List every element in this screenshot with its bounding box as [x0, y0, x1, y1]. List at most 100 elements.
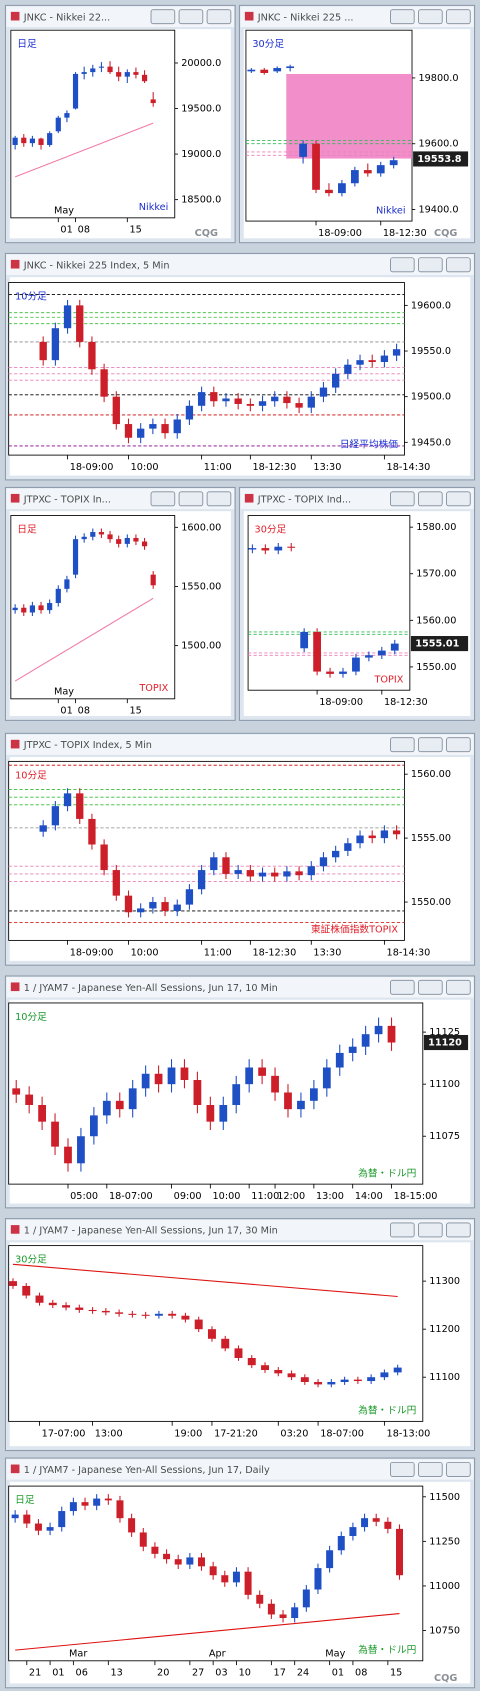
minimize-button[interactable] — [390, 9, 415, 25]
candle-body — [372, 1518, 380, 1522]
window-title: JTPXC - TOPIX In... — [23, 494, 111, 505]
close-button[interactable] — [446, 9, 471, 25]
candle-body — [112, 396, 120, 425]
maximize-button[interactable] — [418, 257, 443, 273]
maximize-button[interactable] — [418, 9, 443, 25]
candle-body — [151, 1546, 159, 1554]
x-tick-label: 18-12:30 — [253, 462, 297, 473]
maximize-button[interactable] — [418, 1461, 443, 1477]
minimize-button[interactable] — [390, 1461, 415, 1477]
candle-body — [319, 857, 328, 867]
candle-body — [11, 1514, 19, 1519]
candle-body — [384, 1521, 392, 1529]
window-icon — [244, 493, 254, 503]
candle-body — [356, 835, 364, 844]
candle-body — [273, 68, 282, 72]
minimize-button[interactable] — [390, 1222, 415, 1238]
close-button[interactable] — [446, 1461, 471, 1477]
close-button[interactable] — [446, 1222, 471, 1238]
candle-body — [393, 1367, 402, 1373]
window-title: JNKC - Nikkei 22... — [23, 12, 110, 23]
candle-body — [55, 588, 61, 604]
logo: CQG — [434, 228, 457, 239]
maximize-button[interactable] — [418, 1222, 443, 1238]
x-tick-label: 27 — [192, 1668, 204, 1679]
candle-body — [207, 1329, 216, 1339]
y-tick-label: 19500.0 — [181, 104, 221, 115]
y-tick-label: 18500.0 — [181, 195, 221, 206]
candle-body — [363, 170, 372, 174]
x-tick-label: 01 — [332, 1668, 344, 1679]
minimize-button[interactable] — [150, 9, 176, 25]
instrument-label: TOPIX — [138, 683, 168, 694]
candle-body — [98, 532, 105, 535]
moving-average — [15, 1613, 400, 1651]
x-tick-label: 08 — [78, 706, 90, 717]
candle-body — [141, 74, 148, 82]
candle-body — [258, 401, 267, 406]
title-bar — [6, 6, 235, 27]
maximize-button[interactable] — [418, 979, 443, 995]
title-bar — [6, 254, 474, 276]
minimize-button[interactable] — [390, 979, 415, 995]
minimize-button[interactable] — [150, 491, 176, 507]
candle-body — [181, 1315, 190, 1320]
candle-body — [76, 305, 84, 342]
minimize-button[interactable] — [390, 737, 415, 753]
x-tick-label: 13:00 — [316, 1191, 344, 1202]
y-tick-label: 11250 — [429, 1536, 460, 1547]
close-button[interactable] — [446, 257, 471, 273]
candle-body — [314, 1568, 322, 1590]
y-tick-label: 11100 — [429, 1372, 460, 1383]
candle-body — [326, 1550, 334, 1569]
candle-body — [9, 1281, 17, 1286]
candle-body — [376, 165, 385, 174]
x-tick-label: 18-09:00 — [70, 947, 114, 958]
y-tick-label: 19600.0 — [411, 300, 451, 311]
maximize-button[interactable] — [418, 491, 443, 507]
minimize-button[interactable] — [390, 491, 415, 507]
candle-body — [221, 1338, 230, 1349]
candle-body — [76, 793, 84, 819]
x-tick-label: 17 — [274, 1668, 286, 1679]
x-tick-label: 01 — [52, 1668, 64, 1679]
candle-body — [234, 870, 242, 874]
candle-body — [161, 902, 169, 911]
candle-body — [180, 1067, 189, 1081]
candle-body — [128, 1088, 137, 1110]
candle-body — [141, 1314, 150, 1316]
y-tick-label: 11125 — [429, 1027, 460, 1038]
candle-body — [344, 843, 352, 851]
close-button[interactable] — [446, 979, 471, 995]
minimize-button[interactable] — [390, 257, 415, 273]
candle-body — [137, 428, 145, 438]
x-tick-label: 15 — [129, 225, 141, 236]
candle-body — [38, 1104, 46, 1122]
candle-body — [51, 328, 60, 361]
candle-body — [173, 904, 181, 911]
y-tick-label: 1600.00 — [181, 522, 221, 533]
close-button[interactable] — [206, 491, 232, 507]
candle-body — [29, 138, 35, 144]
x-tick-label: 08 — [355, 1668, 367, 1679]
x-tick-label: 14:00 — [355, 1191, 383, 1202]
candle-body — [396, 1528, 403, 1576]
close-button[interactable] — [446, 737, 471, 753]
maximize-button[interactable] — [418, 737, 443, 753]
plot-area — [247, 515, 411, 691]
candle-body — [302, 1589, 310, 1608]
close-button[interactable] — [206, 9, 232, 25]
x-tick-label: 05:00 — [70, 1191, 98, 1202]
plot-area — [10, 515, 176, 700]
candle-body — [193, 1080, 202, 1105]
candle-body — [332, 373, 340, 388]
maximize-button[interactable] — [178, 9, 204, 25]
y-tick-label: 1570.00 — [416, 569, 456, 580]
maximize-button[interactable] — [178, 491, 204, 507]
x-tick-label: 12:00 — [277, 1191, 305, 1202]
title-bar — [6, 977, 474, 998]
close-button[interactable] — [446, 491, 471, 507]
candle-body — [210, 392, 218, 402]
candle-body — [63, 305, 72, 329]
candle-body — [319, 387, 328, 397]
